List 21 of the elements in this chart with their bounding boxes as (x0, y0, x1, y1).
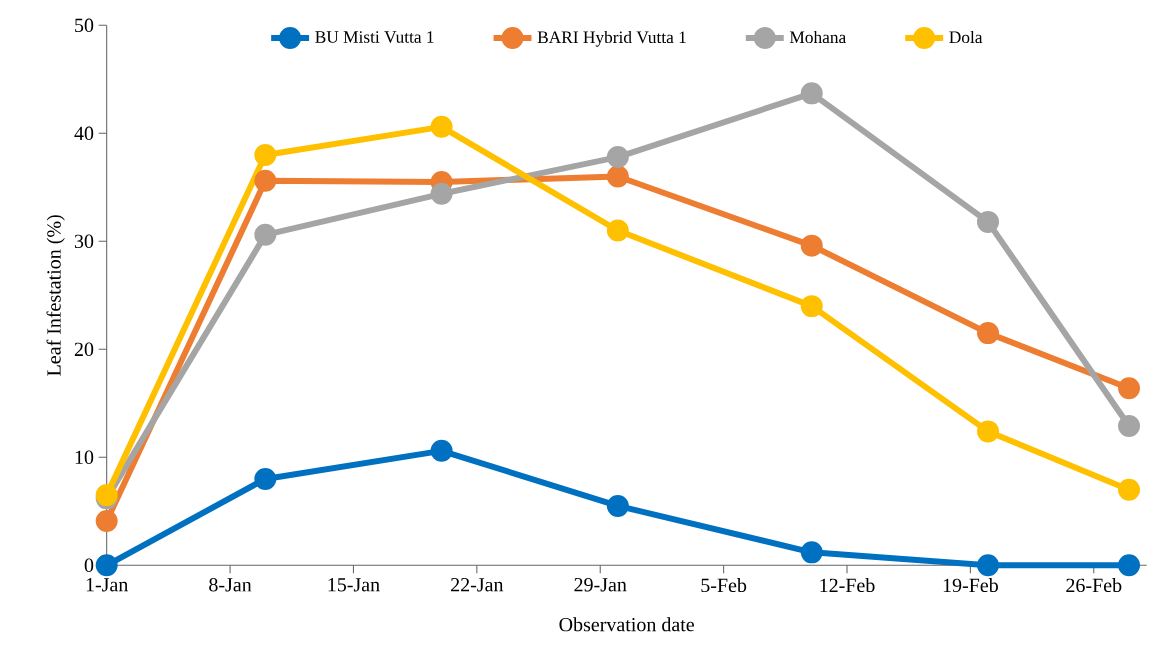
legend-label: Mohana (789, 30, 846, 44)
x-tick-label: 15-Jan (328, 578, 380, 592)
x-tick-label: 29-Jan (574, 578, 627, 592)
legend-label: BARI Hybrid Vutta 1 (537, 30, 686, 47)
y-tick-label: 30 (74, 234, 94, 249)
y-tick-label: 10 (75, 450, 94, 465)
y-axis-title: Leaf Infestation (%) (46, 215, 65, 376)
y-tick-label: 40 (74, 126, 94, 141)
legend-label: Dola (949, 30, 983, 44)
x-tick-label: 8-Jan (209, 578, 252, 592)
x-axis-title: Observation date (559, 617, 694, 632)
y-tick-label: 0 (84, 558, 94, 573)
x-tick-label: 1-Jan (86, 578, 129, 592)
x-tick-label: 5-Feb (701, 578, 747, 593)
x-tick-label: 12-Feb (820, 578, 875, 593)
x-tick-label: 22-Jan (451, 578, 504, 592)
x-tick-label: 19-Feb (943, 578, 998, 593)
x-tick-label: 26-Feb (1066, 578, 1122, 593)
y-tick-label: 20 (74, 342, 94, 357)
y-tick-label: 50 (75, 18, 94, 33)
legend-label: BU Misti Vutta 1 (315, 31, 434, 43)
